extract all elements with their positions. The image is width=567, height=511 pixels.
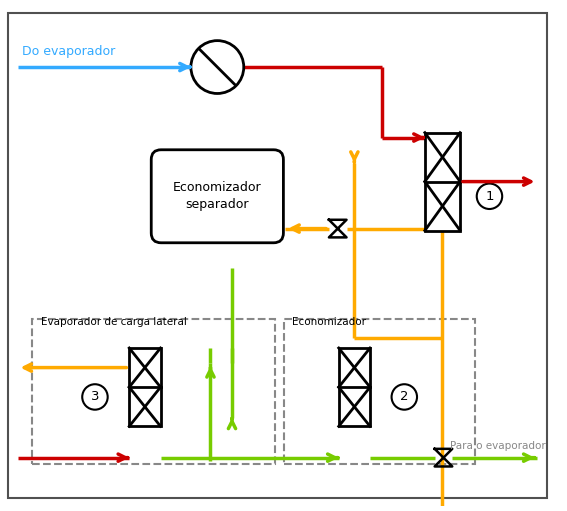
FancyBboxPatch shape <box>151 150 284 243</box>
Text: 3: 3 <box>91 390 99 404</box>
Text: 1: 1 <box>485 190 494 203</box>
Circle shape <box>477 183 502 209</box>
Bar <box>425 133 460 230</box>
Circle shape <box>191 40 244 94</box>
Text: Evaporador de carga lateral: Evaporador de carga lateral <box>41 317 187 327</box>
Text: 2: 2 <box>400 390 409 404</box>
Text: Economizador
separador: Economizador separador <box>173 181 261 211</box>
Bar <box>284 319 475 463</box>
Circle shape <box>82 384 108 410</box>
Circle shape <box>392 384 417 410</box>
Text: Para o evaporador: Para o evaporador <box>450 441 546 451</box>
Bar <box>32 319 275 463</box>
Text: Do evaporador: Do evaporador <box>22 45 115 58</box>
Bar <box>338 348 370 426</box>
Bar <box>129 348 160 426</box>
Text: Economizador: Economizador <box>292 317 366 327</box>
